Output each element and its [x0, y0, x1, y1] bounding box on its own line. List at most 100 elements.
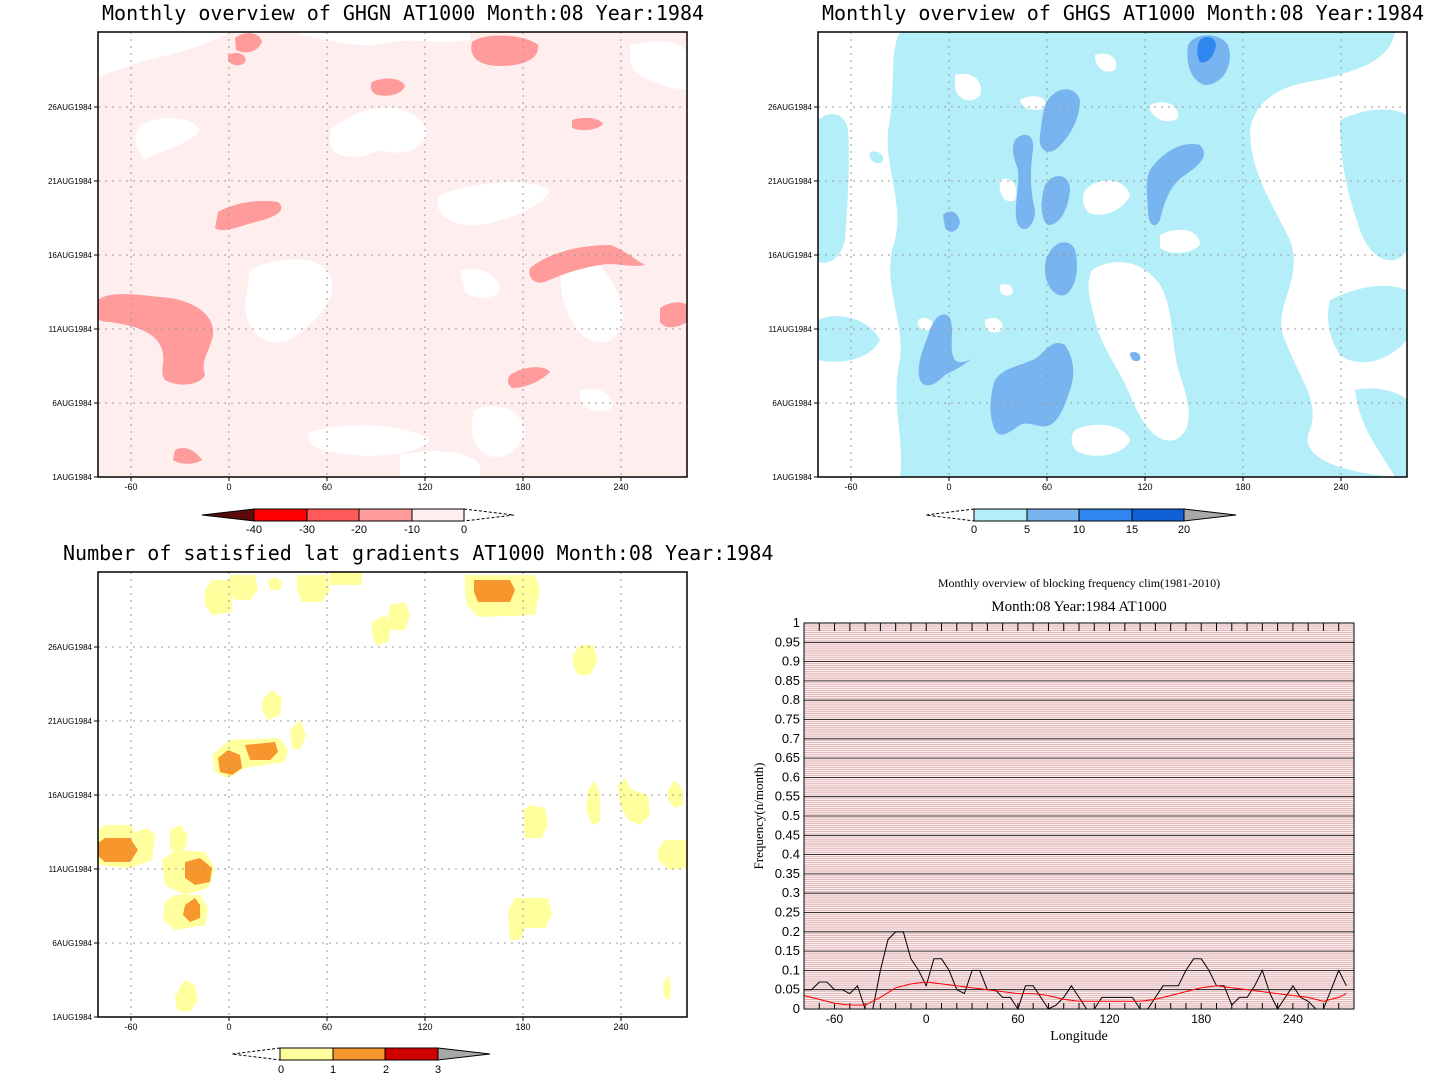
series-line-1 — [804, 931, 1347, 1011]
x-tick: 60 — [322, 1022, 332, 1032]
colorbar-label: 0 — [971, 524, 977, 536]
ghgn-colorbar — [201, 508, 515, 522]
y-tick-label: 0.6 — [782, 769, 800, 784]
y-tick-label: 0.95 — [775, 634, 800, 649]
colorbar-label: -20 — [351, 524, 367, 536]
x-tick-label: -60 — [826, 1012, 844, 1026]
x-tick: 240 — [1333, 482, 1348, 492]
y-tick: 1AUG1984 — [52, 1013, 92, 1022]
y-tick-label: 0.8 — [782, 692, 800, 707]
colorbar-swatch — [973, 508, 1028, 522]
y-tick: 16AUG1984 — [768, 251, 813, 260]
x-tick: 180 — [1235, 482, 1250, 492]
y-tick: 6AUG1984 — [52, 399, 92, 408]
colorbar-label: -10 — [404, 524, 420, 536]
y-tick: 26AUG1984 — [48, 643, 93, 652]
y-tick-label: 0.45 — [775, 827, 800, 842]
x-tick-label: 240 — [1283, 1012, 1303, 1026]
y-tick-label: 0.85 — [775, 673, 800, 688]
y-tick: 21AUG1984 — [768, 177, 813, 186]
x-tick: -60 — [124, 482, 137, 492]
colorbar-swatch — [306, 508, 360, 522]
y-tick: 26AUG1984 — [768, 103, 813, 112]
colorbar-swatch — [1183, 508, 1237, 522]
y-tick: 26AUG1984 — [48, 103, 93, 112]
ghgs-colorbar — [925, 508, 1237, 522]
colorbar-swatch — [437, 1047, 491, 1061]
colorbar-label: 5 — [1024, 524, 1030, 536]
colorbar-label: 15 — [1126, 524, 1138, 536]
colorbar-swatch — [279, 1047, 334, 1061]
gradients-colorbar — [231, 1047, 491, 1061]
colorbar-label: 20 — [1178, 524, 1190, 536]
x-tick-label: 180 — [1191, 1012, 1211, 1026]
y-tick: 1AUG1984 — [772, 473, 812, 482]
x-tick-label: 60 — [1011, 1012, 1025, 1026]
x-tick: 180 — [515, 482, 530, 492]
y-tick-label: 0 — [793, 1001, 800, 1016]
colorbar-label: 1 — [330, 1064, 336, 1076]
chart-subtitle: Month:08 Year:1984 AT1000 — [991, 599, 1166, 615]
ghgs-heatmap: -60 0 60 120 180 240 1AUG1984 6AUG1984 1… — [768, 31, 1408, 536]
colorbar-label: -30 — [299, 524, 315, 536]
colorbar-swatch — [1026, 508, 1080, 522]
y-tick: 21AUG1984 — [48, 717, 93, 726]
y-tick-label: 0.55 — [775, 789, 800, 804]
y-tick: 11AUG1984 — [49, 865, 93, 874]
y-axis-label: Frequency(n/month) — [751, 763, 766, 870]
x-tick: 60 — [1042, 482, 1052, 492]
y-tick-label: 0.5 — [782, 808, 800, 823]
y-tick-label: 0.2 — [782, 924, 800, 939]
y-tick: 11AUG1984 — [49, 325, 93, 334]
panel1-title: Monthly overview of GHGN AT1000 Month:08… — [102, 1, 705, 25]
series-line-2 — [803, 981, 1347, 1006]
panel3-title: Number of satisfied lat gradients AT1000… — [63, 541, 774, 565]
colorbar-swatch — [201, 508, 255, 522]
x-tick: -60 — [124, 1022, 137, 1032]
chart-title: Monthly overview of blocking frequency c… — [938, 576, 1220, 590]
colorbar-label: 3 — [435, 1064, 441, 1076]
gradients-heatmap: -60 0 60 120 180 240 1AUG1984 6AUG1984 1… — [48, 571, 688, 1076]
colorbar-swatch — [358, 508, 413, 522]
y-tick: 16AUG1984 — [48, 791, 93, 800]
y-tick: 1AUG1984 — [52, 473, 92, 482]
colorbar-label: 10 — [1073, 524, 1085, 536]
blocking-frequency-chart: Monthly overview of blocking frequency c… — [751, 576, 1355, 1044]
y-tick-label: 0.15 — [775, 943, 800, 958]
x-tick: 240 — [613, 1022, 628, 1032]
x-tick-label: 120 — [1100, 1012, 1120, 1026]
y-tick-label: 0.1 — [782, 962, 800, 977]
y-tick-label: 0.3 — [782, 885, 800, 900]
x-tick: 120 — [417, 482, 432, 492]
colorbar-label: 2 — [383, 1064, 389, 1076]
colorbar-swatch — [1078, 508, 1133, 522]
x-tick: 120 — [417, 1022, 432, 1032]
x-axis-label: Longitude — [1050, 1029, 1108, 1044]
y-tick-label: 0.75 — [775, 712, 800, 727]
panel2-title: Monthly overview of GHGS AT1000 Month:08… — [822, 1, 1425, 25]
colorbar-swatch — [384, 1047, 439, 1061]
y-tick: 11AUG1984 — [769, 325, 813, 334]
colorbar-label: 0 — [278, 1064, 284, 1076]
ghgn-heatmap: -60 0 60 120 180 240 1AUG1984 6AUG1984 1… — [48, 31, 688, 536]
colorbar-swatch — [1131, 508, 1185, 522]
y-tick-label: 0.4 — [782, 847, 800, 862]
x-tick: 0 — [226, 1022, 231, 1032]
y-tick-label: 0.25 — [775, 905, 800, 920]
y-tick-label: 0.7 — [782, 731, 800, 746]
y-tick: 6AUG1984 — [772, 399, 812, 408]
x-tick: 120 — [1137, 482, 1152, 492]
colorbar-swatch — [332, 1047, 386, 1061]
x-tick: 0 — [226, 482, 231, 492]
x-tick: 60 — [322, 482, 332, 492]
y-tick-label: 0.9 — [782, 654, 800, 669]
colorbar-label: -40 — [246, 524, 262, 536]
x-tick: 240 — [613, 482, 628, 492]
y-tick-label: 1 — [793, 615, 800, 630]
y-tick: 21AUG1984 — [48, 177, 93, 186]
y-tick-label: 0.35 — [775, 866, 800, 881]
colorbar-swatch — [411, 508, 465, 522]
x-tick: -60 — [844, 482, 857, 492]
colorbar-label: 0 — [461, 524, 467, 536]
y-tick-label: 0.65 — [775, 750, 800, 765]
